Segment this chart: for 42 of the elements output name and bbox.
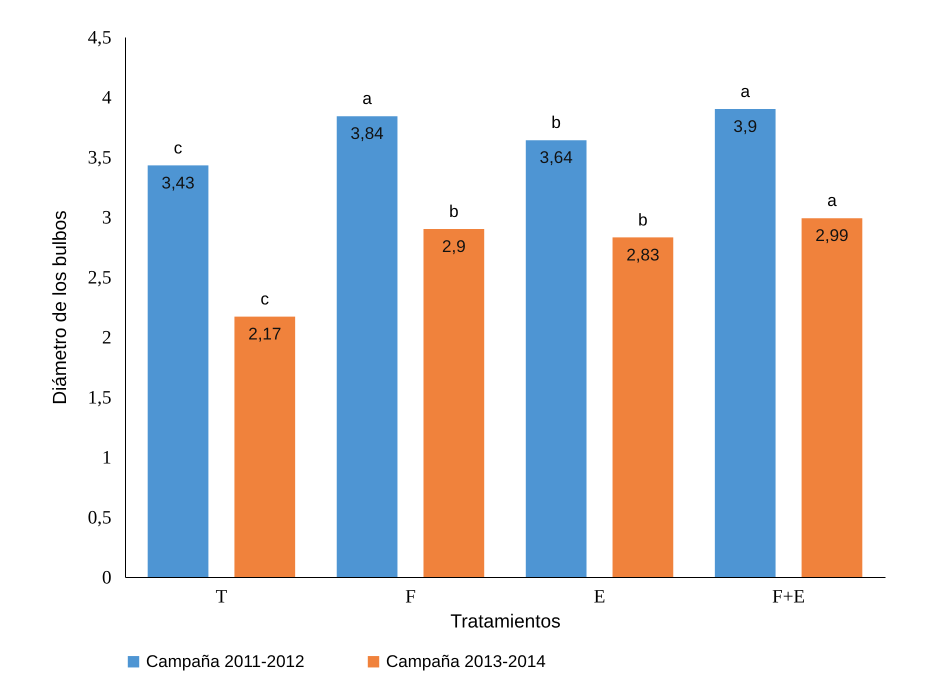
legend-label: Campaña 2013-2014 bbox=[386, 652, 546, 671]
y-tick-label: 0 bbox=[102, 568, 112, 588]
bar bbox=[612, 237, 674, 577]
y-tick-label: 1 bbox=[102, 448, 112, 468]
annotation: c bbox=[260, 290, 270, 309]
annotation: c bbox=[174, 138, 183, 158]
data-label: 2,17 bbox=[248, 324, 282, 344]
annotation: b bbox=[449, 202, 459, 221]
bar bbox=[802, 218, 862, 577]
y-tick-label: 2 bbox=[102, 328, 112, 348]
x-axis-title: Tratamientos bbox=[450, 612, 561, 632]
y-tick-label: 3 bbox=[102, 208, 112, 228]
y-tick-label: 2,5 bbox=[88, 268, 112, 288]
annotation: a bbox=[740, 82, 750, 101]
bar bbox=[423, 229, 484, 577]
y-tick-label: 0,5 bbox=[88, 508, 112, 528]
data-label: 3,84 bbox=[350, 124, 384, 144]
x-tick-label: F bbox=[405, 586, 416, 608]
bar bbox=[526, 140, 587, 577]
annotation: a bbox=[362, 89, 372, 108]
y-axis-title: Diámetro de los bulbos bbox=[50, 210, 71, 405]
data-label: 2,83 bbox=[626, 245, 660, 264]
data-label: 3,43 bbox=[162, 173, 195, 192]
bar bbox=[234, 316, 296, 577]
data-label: 3,9 bbox=[733, 117, 758, 136]
x-tick-label: F+E bbox=[772, 586, 806, 608]
y-tick-label: 4 bbox=[102, 88, 112, 108]
bar bbox=[148, 165, 208, 577]
annotation: a bbox=[827, 191, 838, 210]
y-tick-label: 1,5 bbox=[88, 388, 112, 408]
bar bbox=[714, 109, 776, 577]
legend-label: Campaña 2011-2012 bbox=[146, 652, 304, 671]
y-tick-label: 3,5 bbox=[88, 148, 112, 168]
annotation: b bbox=[638, 210, 648, 230]
x-tick-label: E bbox=[594, 586, 606, 608]
data-label: 3,64 bbox=[540, 148, 573, 168]
data-label: 2,99 bbox=[815, 226, 848, 246]
data-label: 2,9 bbox=[442, 237, 466, 256]
x-tick-label: T bbox=[216, 586, 228, 608]
annotation: b bbox=[551, 113, 561, 132]
bar bbox=[336, 116, 398, 577]
y-tick-label: 4,5 bbox=[88, 28, 112, 48]
